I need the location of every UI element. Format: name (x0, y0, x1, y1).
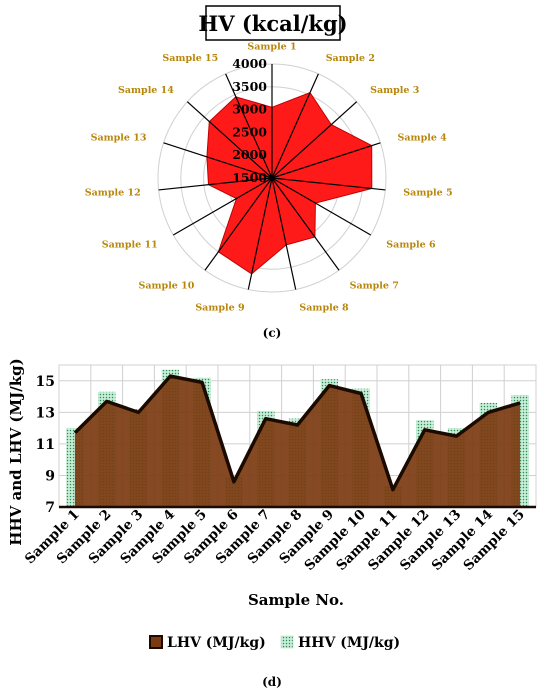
radar-spoke-11 (172, 177, 273, 236)
y-tick-label: 9 (45, 468, 55, 484)
panel-c-label: (c) (263, 326, 282, 340)
radar-category-label: Sample 5 (403, 187, 452, 198)
radar-tick-label: 4000 (232, 56, 267, 71)
radar-category-label: Sample 6 (386, 240, 436, 251)
y-tick-label: 13 (36, 405, 55, 421)
panel-d-label: (d) (262, 675, 282, 689)
radar-spoke-13 (163, 142, 273, 179)
legend: LHV (MJ/kg) HHV (MJ/kg) (149, 635, 400, 651)
radar-title: HV (kcal/kg) (198, 11, 347, 36)
y-tick-label: 7 (45, 500, 55, 516)
radar-category-label: Sample 2 (326, 53, 375, 64)
radar-spoke-15 (225, 73, 273, 179)
y-tick-label: 11 (36, 437, 55, 453)
lhv-area-fill (74, 377, 521, 507)
legend-lhv-label: LHV (MJ/kg) (167, 635, 266, 651)
radar-area (206, 91, 373, 275)
y-axis-label: HHV and LHV (MJ/kg) (7, 358, 25, 545)
radar-category-label: Sample 13 (91, 133, 147, 144)
radar-series-area (206, 91, 373, 275)
x-axis-label: Sample No. (248, 591, 344, 609)
radar-tick-label: 2000 (232, 147, 267, 162)
radar-category-label: Sample 11 (102, 240, 158, 251)
radar-spoke-8 (271, 177, 297, 290)
radar-spoke-6 (271, 177, 372, 236)
radar-category-label: Sample 14 (118, 85, 174, 96)
radar-category-label: Sample 7 (350, 280, 399, 291)
radar-category-label: Sample 9 (195, 303, 245, 314)
radar-category-label: Sample 10 (138, 280, 194, 291)
radar-spoke-14 (186, 101, 273, 179)
radar-tick-label: 3500 (232, 79, 267, 94)
legend-lhv-swatch (149, 635, 163, 649)
radar-spoke-7 (271, 177, 340, 271)
y-tick-label: 15 (36, 374, 55, 390)
radar-spoke-12 (158, 177, 273, 191)
radar-spokes (158, 64, 386, 290)
radar-spoke-10 (204, 177, 273, 271)
radar-spoke-2 (271, 73, 319, 179)
radar-category-label: Sample 12 (85, 187, 141, 198)
radar-category-label: Sample 8 (299, 303, 349, 314)
radar-spoke-4 (271, 142, 381, 179)
radar-category-label: Sample 1 (247, 42, 296, 53)
radar-spoke-3 (271, 101, 358, 179)
radar-title-box (205, 5, 341, 41)
radar-tick-label: 1500 (232, 170, 267, 185)
legend-hhv-swatch (280, 635, 294, 649)
radar-spoke-9 (247, 177, 273, 290)
lhv-top-edge (73, 374, 521, 492)
radar-tick-labels: 1500 2000 2500 3000 3500 4000 (232, 56, 267, 185)
lhv-area (59, 374, 536, 509)
radar-spoke-5 (271, 177, 386, 191)
radar-tick-label: 3000 (232, 102, 267, 117)
radar-chart: HV (kcal/kg) 1500 2000 2500 3000 3500 4000 Sa… (85, 5, 453, 340)
radar-category-label: Sample 4 (398, 133, 448, 144)
legend-hhv-label: HHV (MJ/kg) (298, 635, 400, 651)
radar-category-labels: Sample 1 Sample 2 Sample 3 Sample 4 Sample 5… (85, 42, 453, 314)
radar-category-label: Sample 15 (162, 53, 218, 64)
y-tick-labels: 7 9 11 13 15 (36, 374, 55, 516)
radar-category-label: Sample 3 (370, 85, 419, 96)
radar-tick-label: 2500 (232, 124, 267, 139)
